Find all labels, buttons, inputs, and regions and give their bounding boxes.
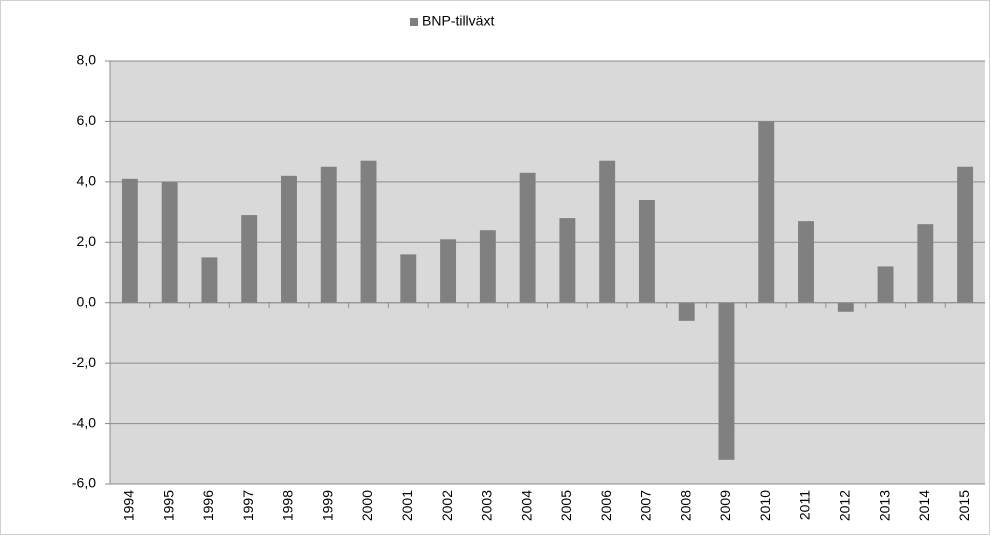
y-tick-label: -4,0 [72, 414, 96, 430]
bar [440, 239, 457, 303]
legend-label: BNP-tillväxt [422, 13, 494, 29]
x-tick-label: 1998 [280, 490, 296, 521]
bar [479, 230, 496, 303]
bar [638, 199, 655, 303]
x-tick-label: 2013 [876, 490, 892, 521]
x-tick-label: 2012 [836, 490, 852, 521]
bar [320, 166, 337, 303]
x-tick-label: 2003 [479, 490, 495, 521]
x-tick-label: 2011 [797, 490, 813, 520]
y-tick-label: -6,0 [72, 475, 96, 491]
y-tick-label: 8,0 [77, 52, 97, 68]
bar [877, 266, 894, 303]
x-tick-label: 2014 [916, 490, 932, 521]
x-tick-label: 1999 [319, 490, 335, 521]
x-tick-label: 2005 [558, 490, 574, 521]
bar [360, 160, 377, 303]
x-tick-label: 1996 [200, 490, 216, 521]
x-tick-label: 2009 [717, 490, 733, 521]
x-tick-label: 2002 [439, 490, 455, 521]
bar [201, 257, 218, 303]
bar [121, 178, 138, 303]
y-tick-label: 0,0 [77, 293, 97, 309]
bar [281, 175, 297, 303]
x-tick-label: 2006 [598, 490, 614, 521]
x-tick-label: 1995 [160, 490, 176, 521]
bar [599, 160, 616, 303]
bar [758, 121, 775, 303]
x-tick-label: 2000 [359, 490, 375, 521]
bar [917, 224, 934, 303]
bar [241, 215, 258, 303]
x-tick-label: 2010 [757, 490, 773, 521]
legend-swatch [410, 18, 418, 26]
y-tick-label: 6,0 [77, 112, 97, 128]
x-tick-label: 2015 [956, 490, 972, 521]
bar [798, 221, 814, 303]
bar [678, 302, 695, 321]
x-tick-label: 2008 [677, 490, 693, 521]
bar [519, 172, 536, 303]
bar [957, 166, 974, 303]
y-tick-label: 4,0 [77, 173, 97, 189]
x-tick-label: 1994 [121, 490, 137, 521]
y-tick-label: 2,0 [77, 233, 97, 249]
x-tick-label: 2004 [518, 490, 534, 521]
bar [400, 254, 417, 303]
bar [837, 302, 854, 312]
x-tick-label: 2007 [638, 490, 654, 521]
x-tick-label: 1997 [240, 490, 256, 521]
y-tick-label: -2,0 [72, 354, 96, 370]
x-tick-label: 2001 [399, 490, 415, 521]
bar [161, 181, 178, 303]
bar [559, 218, 576, 303]
bar [718, 302, 735, 460]
